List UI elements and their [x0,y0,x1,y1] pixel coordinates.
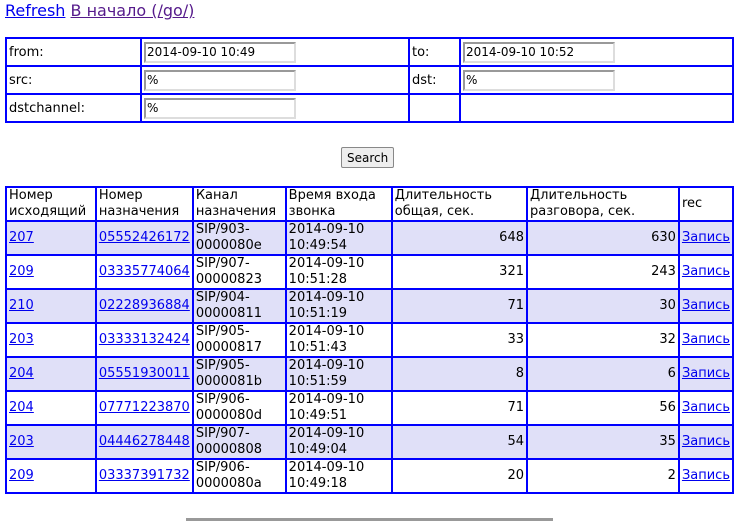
column-header: Длительность разговора, сек. [526,186,680,222]
total-cell: 20 [507,468,524,483]
time-cell: 2014-09-10 10:49:54 [288,222,365,253]
src-cell[interactable]: 209 [9,468,34,483]
column-header: rec [677,186,735,222]
src-cell[interactable]: 210 [9,298,34,313]
from-input[interactable] [144,41,296,63]
dst-input[interactable] [463,69,615,91]
channel-cell: SIP/906-0000080d [195,392,262,423]
time-cell: 2014-09-10 10:51:28 [288,256,365,287]
table-row: 207 05552426172 SIP/903-0000080e 2014-09-10… [5,220,735,256]
calls-table: Номер исходящий Номер назначения Канал наз… [5,186,735,494]
total-cell: 71 [507,298,524,313]
total-cell: 33 [507,332,524,347]
total-cell: 71 [507,400,524,415]
time-cell: 2014-09-10 10:49:51 [288,392,365,423]
channel-cell: SIP/907-00000823 [195,256,262,287]
table-row: 209 03337391732 SIP/906-0000080a 2014-09-10… [5,458,735,494]
dstchannel-input[interactable] [144,97,296,119]
dst-cell[interactable]: 07771223870 [98,400,190,415]
channel-cell: SIP/904-00000811 [195,290,262,321]
talk-cell: 32 [659,332,676,347]
top-nav: Refresh В начало (/go/) [5,1,194,20]
src-cell[interactable]: 207 [9,230,34,245]
to-label: to: [408,37,461,67]
talk-cell: 35 [659,434,676,449]
src-input[interactable] [144,69,296,91]
time-cell: 2014-09-10 10:51:59 [288,358,365,389]
rec-cell[interactable]: Запись [681,366,730,381]
search-button[interactable]: Search [341,147,395,168]
rec-cell[interactable]: Запись [681,230,730,245]
src-cell[interactable]: 203 [9,434,34,449]
table-row: 209 03335774064 SIP/907-00000823 2014-09-10… [5,254,735,290]
rec-cell[interactable]: Запись [681,264,730,279]
time-cell: 2014-09-10 10:49:18 [288,460,365,491]
talk-cell: 243 [651,264,676,279]
dst-cell[interactable]: 05551930011 [98,366,190,381]
src-cell[interactable]: 204 [9,400,34,415]
talk-cell: 56 [659,400,676,415]
dst-cell[interactable]: 05552426172 [98,230,190,245]
talk-cell: 2 [667,468,676,483]
dst-cell[interactable]: 02228936884 [98,298,190,313]
rec-cell[interactable]: Запись [681,434,730,449]
scrollbar[interactable] [186,518,553,521]
table-row: 203 03333132424 SIP/905-00000817 2014-09-10… [5,322,735,358]
channel-cell: SIP/905-0000081b [195,358,262,389]
column-header: Номер исходящий [5,186,97,222]
filter-form: from: to: src: dst: dstchannel: [5,37,734,123]
channel-cell: SIP/906-0000080a [195,460,262,491]
column-header: Время входа звонка [284,186,393,222]
talk-cell: 630 [651,230,676,245]
dstchannel-label: dstchannel: [5,93,142,123]
dst-cell[interactable]: 04446278448 [98,434,190,449]
table-row: 204 05551930011 SIP/905-0000081b 2014-09-10… [5,356,735,392]
total-cell: 321 [499,264,524,279]
total-cell: 648 [499,230,524,245]
dst-cell[interactable]: 03337391732 [98,468,190,483]
rec-cell[interactable]: Запись [681,298,730,313]
total-cell: 54 [507,434,524,449]
time-cell: 2014-09-10 10:51:43 [288,324,365,355]
rec-cell[interactable]: Запись [681,332,730,347]
rec-cell[interactable]: Запись [681,400,730,415]
table-row: 203 04446278448 SIP/907-00000808 2014-09-10… [5,424,735,460]
total-cell: 8 [515,366,524,381]
table-row: 204 07771223870 SIP/906-0000080d 2014-09-10… [5,390,735,426]
column-header: Канал назначения [191,186,287,222]
dst-cell[interactable]: 03333132424 [98,332,190,347]
from-label: from: [5,37,142,67]
channel-cell: SIP/905-00000817 [195,324,262,355]
channel-cell: SIP/907-00000808 [195,426,262,457]
to-input[interactable] [463,41,615,63]
src-cell[interactable]: 209 [9,264,34,279]
dst-cell[interactable]: 03335774064 [98,264,190,279]
column-header: Номер назначения [94,186,194,222]
home-link[interactable]: В начало (/go/) [70,1,195,20]
talk-cell: 6 [667,366,676,381]
talk-cell: 30 [659,298,676,313]
time-cell: 2014-09-10 10:51:19 [288,290,365,321]
column-header: Длительность общая, сек. [390,186,529,222]
src-cell[interactable]: 204 [9,366,34,381]
table-row: 210 02228936884 SIP/904-00000811 2014-09-10… [5,288,735,324]
rec-cell[interactable]: Запись [681,468,730,483]
dst-label: dst: [408,65,461,95]
src-cell[interactable]: 203 [9,332,34,347]
time-cell: 2014-09-10 10:49:04 [288,426,365,457]
refresh-link[interactable]: Refresh [5,1,66,20]
channel-cell: SIP/903-0000080e [195,222,262,253]
src-label: src: [5,65,142,95]
